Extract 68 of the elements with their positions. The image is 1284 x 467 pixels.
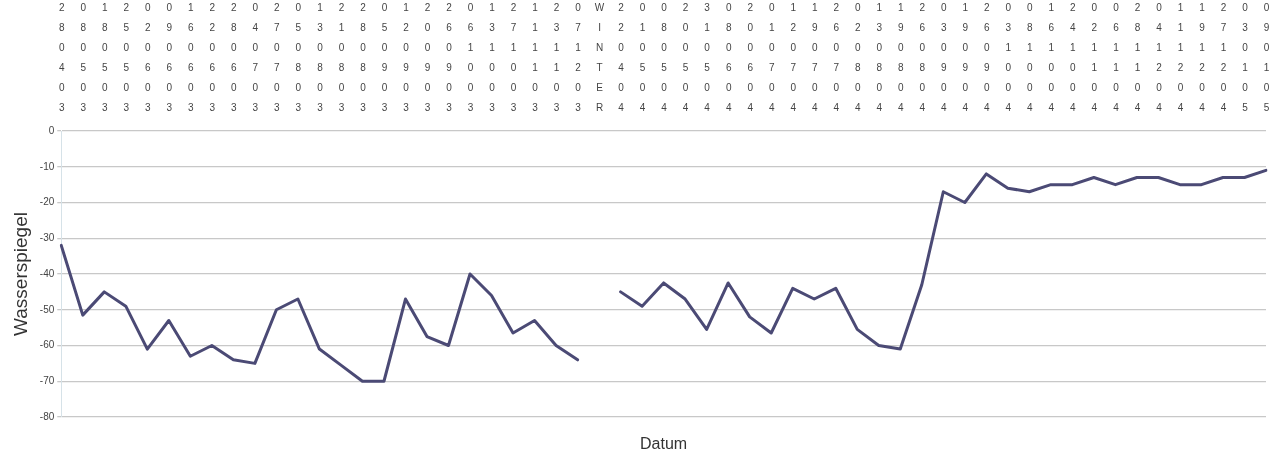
x-tick-label: 030105 <box>1239 2 1251 122</box>
x-tick-label: 271204 <box>1217 2 1229 122</box>
x-tick-label: 021104 <box>1088 2 1100 122</box>
x-tick-label: 281104 <box>1131 2 1143 122</box>
x-tick-label: 081004 <box>1024 2 1036 122</box>
x-tick-label: 190804 <box>895 2 907 122</box>
x-tick-label: 020603 <box>142 2 154 122</box>
y-tick-label: -80 <box>39 410 55 422</box>
y-tick-label: -40 <box>39 267 55 279</box>
x-tick-label: 090603 <box>163 2 175 122</box>
x-tick-label: 190704 <box>809 2 821 122</box>
x-tick-label: 111103 <box>529 2 541 122</box>
y-tick-label: -70 <box>39 375 55 386</box>
y-tick-label: 0 <box>48 124 55 136</box>
x-tick-label: 220603 <box>206 2 218 122</box>
x-tick-label: 280403 <box>56 2 68 122</box>
x-tick-label: 161004 <box>1045 2 1057 122</box>
x-tick-label: 120704 <box>787 2 799 122</box>
x-tick-label: 031004 <box>1002 2 1014 122</box>
x-tick-label: 080604 <box>723 2 735 122</box>
x-tick-label: 280803 <box>357 2 369 122</box>
x-tick-label: 200604 <box>744 2 756 122</box>
x-tick-label: 050903 <box>378 2 390 122</box>
x-tick-label: 061104 <box>1110 2 1122 122</box>
x-tick-label: 160603 <box>185 2 197 122</box>
x-tick-label: 130803 <box>314 2 326 122</box>
x-tick-label: 111204 <box>1174 2 1186 122</box>
x-tick-label: 260704 <box>830 2 842 122</box>
x-tick-label: 030904 <box>938 2 950 122</box>
x-tick-label: 250503 <box>120 2 132 122</box>
x-tick-label: 180503 <box>99 2 111 122</box>
x-tick-label: 061003 <box>465 2 476 122</box>
x-tick-label: 260904 <box>981 2 993 122</box>
x-tick-label: 271003 <box>508 2 520 122</box>
x-tick-label: 080503 <box>77 2 89 122</box>
x-tick-label: 231103 <box>551 2 563 122</box>
x-tick-label: 120903 <box>400 2 412 122</box>
x-tick-label: 310504 <box>701 2 713 122</box>
x-tick-label: 280603 <box>228 2 240 122</box>
x-tick-label: 090105 <box>1261 2 1272 122</box>
x-tick-label: 260903 <box>443 2 455 122</box>
x-tick-label: 041204 <box>1153 2 1165 122</box>
x-tick-label: 080504 <box>658 2 670 122</box>
x-tick-label: 130804 <box>873 2 885 122</box>
x-tick-label: 190904 <box>959 2 971 122</box>
y-tick-label: -30 <box>39 232 55 243</box>
x-tick-label: 191204 <box>1196 2 1208 122</box>
x-axis-title: Datum <box>640 435 688 453</box>
x-tick-label: 071203 <box>572 2 584 122</box>
x-tick-label: 200903 <box>421 2 433 122</box>
y-tick-label: -60 <box>39 339 55 351</box>
x-tick-label: 131003 <box>486 2 498 122</box>
x-tick-label: 010704 <box>766 2 778 122</box>
x-tick-label: 050803 <box>292 2 304 122</box>
x-tick-label: 260804 <box>916 2 928 122</box>
y-axis-title: Wasserspiegel <box>9 212 31 336</box>
x-tick-label: WINTER <box>594 2 606 122</box>
x-tick-label: 010504 <box>637 2 649 122</box>
x-tick-label: 241004 <box>1067 2 1079 122</box>
x-tick-label: 020804 <box>852 2 864 122</box>
y-tick-label: -20 <box>39 196 55 208</box>
x-tick-label: 220404 <box>615 2 627 122</box>
y-tick-label: -50 <box>39 303 55 315</box>
x-tick-label: 200504 <box>680 2 692 122</box>
x-tick-label: 210803 <box>335 2 347 122</box>
x-tick-label: 270703 <box>271 2 283 122</box>
x-tick-label: 040703 <box>249 2 261 122</box>
y-tick-label: -10 <box>39 160 55 172</box>
